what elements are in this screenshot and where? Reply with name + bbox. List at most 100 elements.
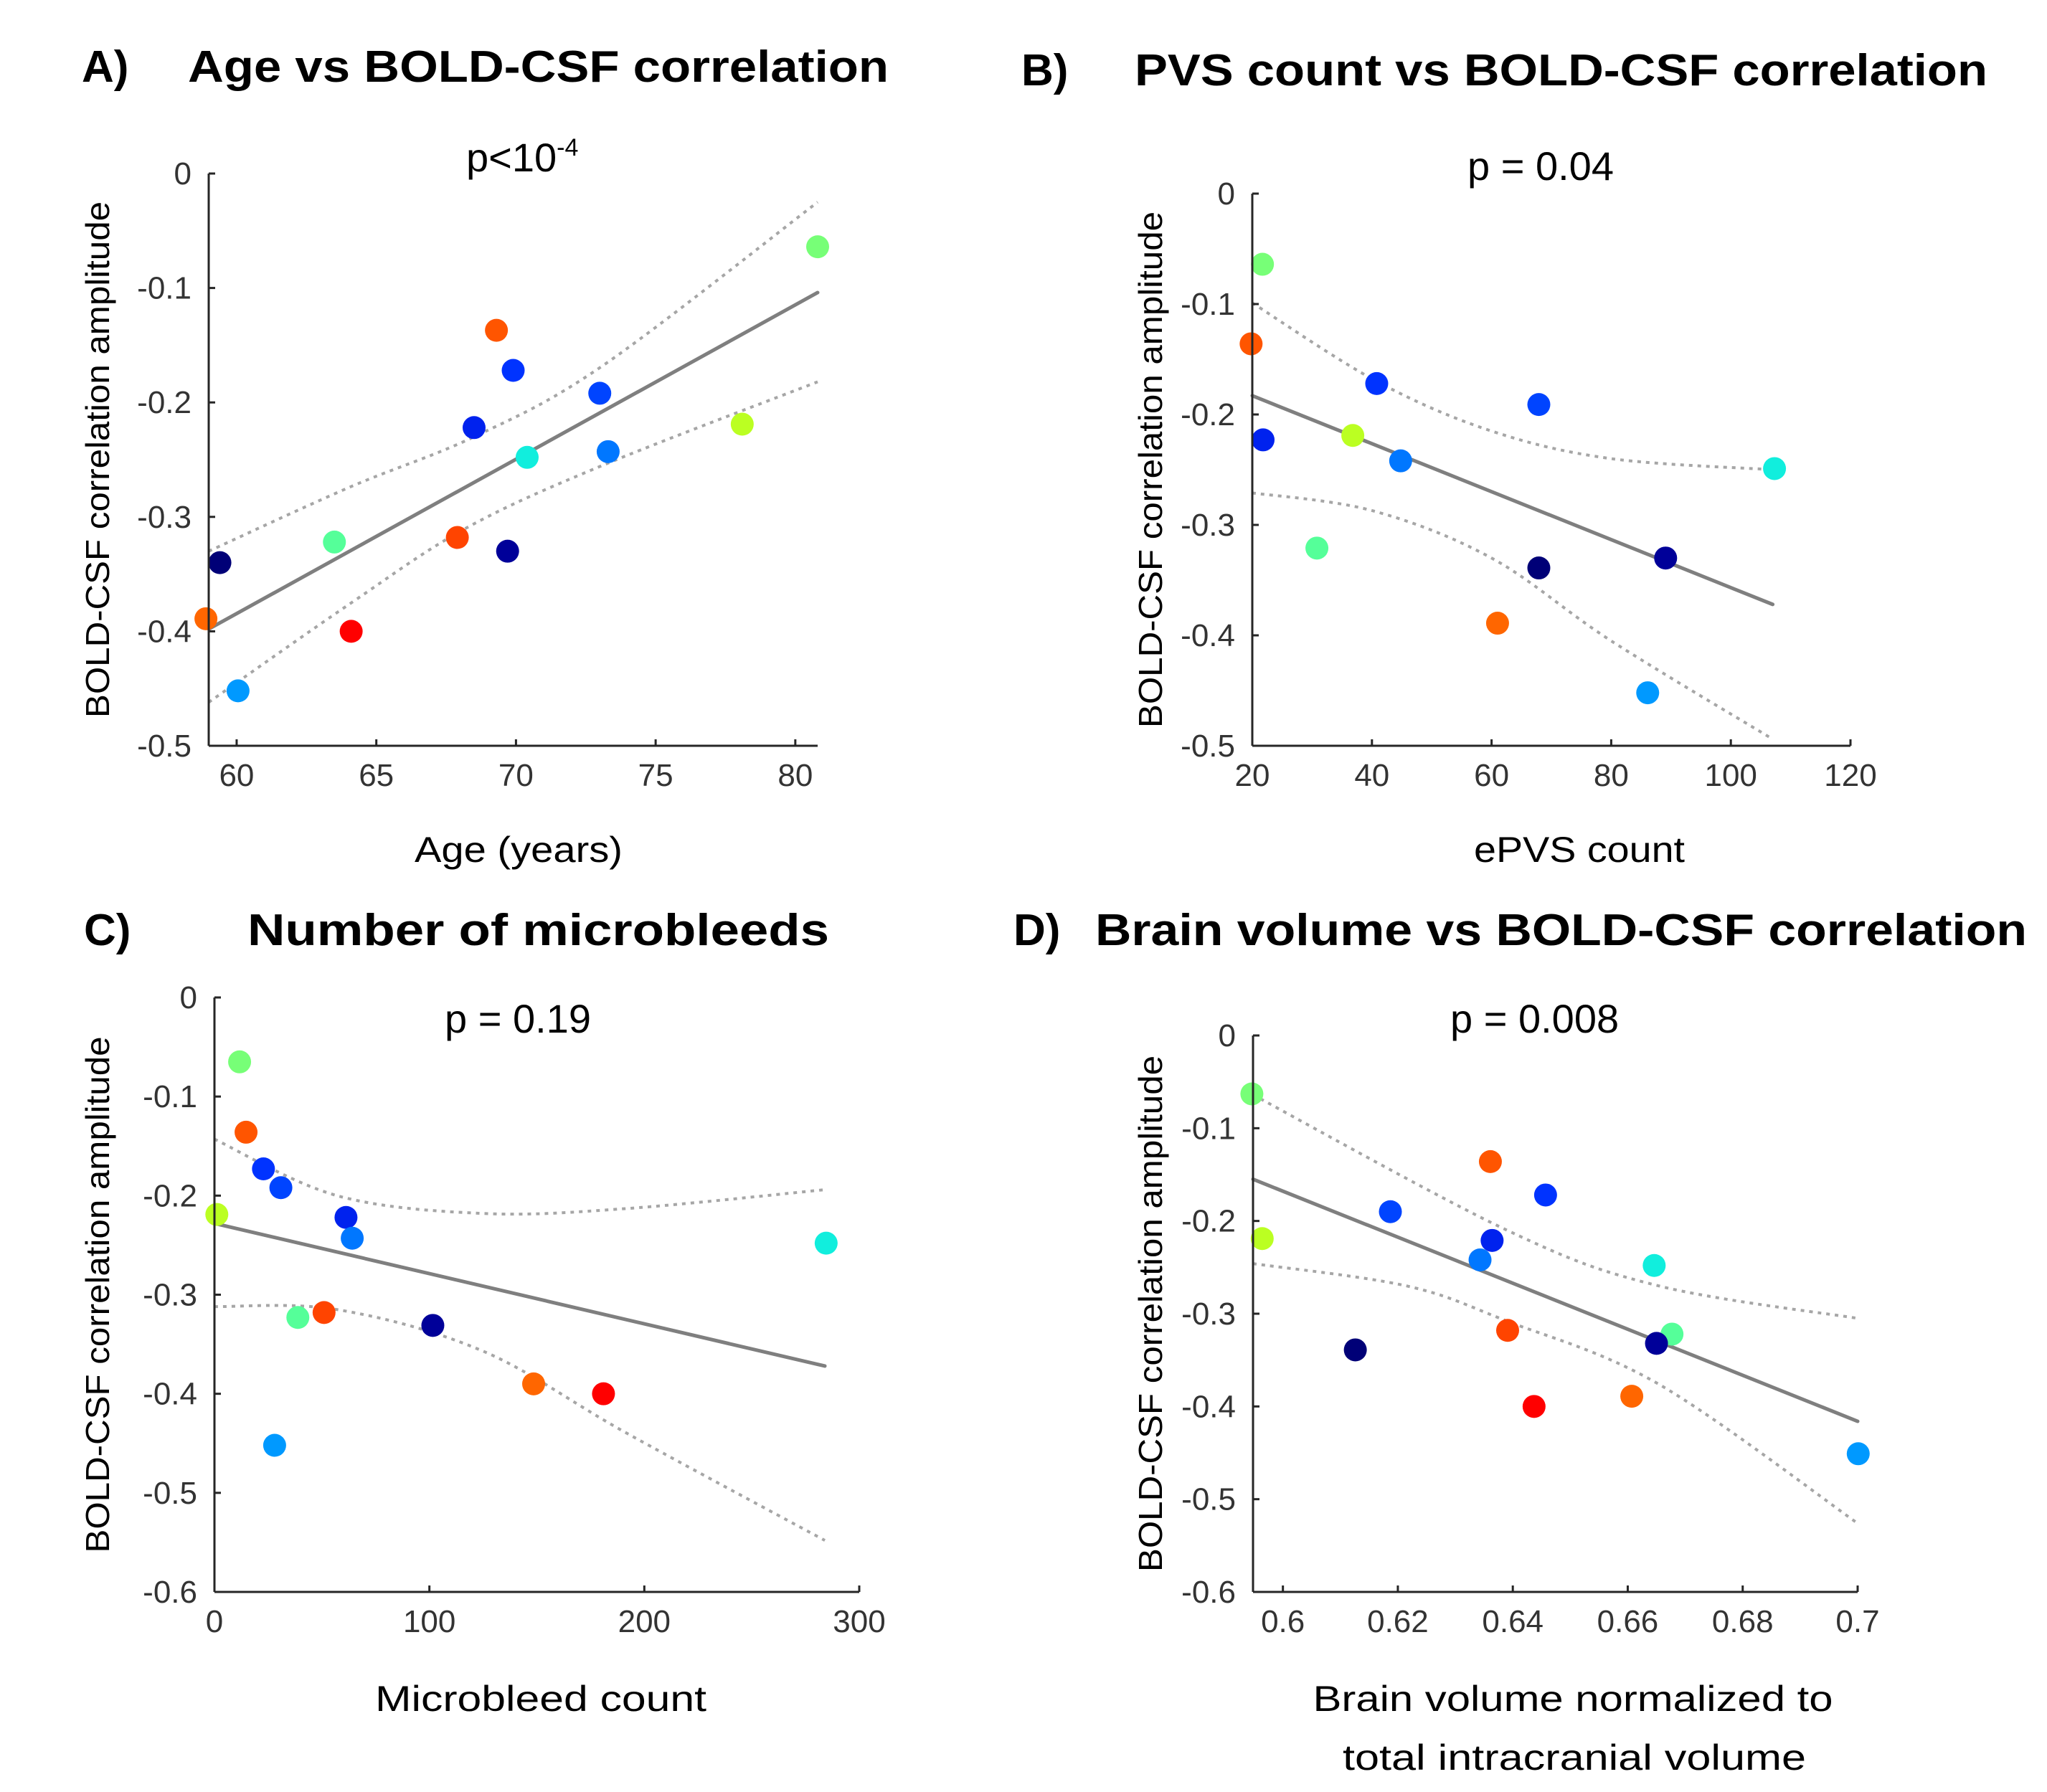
data-point xyxy=(1846,1442,1870,1466)
data-point xyxy=(312,1301,336,1324)
p-value-superscript: -4 xyxy=(557,134,578,161)
data-point xyxy=(1620,1385,1644,1408)
y-tick-label: -0.1 xyxy=(1181,287,1235,322)
regression-line xyxy=(1250,394,1775,607)
data-point xyxy=(522,1372,546,1395)
p-value-annotation: p = 0.04 xyxy=(1467,143,1614,189)
data-point xyxy=(1495,1319,1519,1342)
data-point xyxy=(1533,1183,1557,1207)
p-value-text: p = 0.19 xyxy=(445,996,591,1041)
x-tick-label: 100 xyxy=(403,1604,455,1639)
x-tick-label: 40 xyxy=(1354,758,1389,793)
p-value-annotation: p = 0.008 xyxy=(1450,996,1619,1041)
data-point xyxy=(1240,1082,1264,1106)
data-point xyxy=(1252,428,1275,452)
y-tick-label: -0.3 xyxy=(1181,1296,1236,1332)
data-point xyxy=(1485,612,1509,635)
data-point xyxy=(1763,457,1787,480)
y-tick-label: -0.2 xyxy=(137,385,192,420)
y-tick-label: -0.3 xyxy=(143,1278,197,1313)
x-tick-label: 0.7 xyxy=(1835,1604,1879,1639)
data-point xyxy=(1480,1228,1504,1252)
x-axis-label-line-1: ePVS count xyxy=(1474,830,1685,870)
regression-line xyxy=(1251,1177,1860,1423)
y-axis-label: BOLD-CSF correlation amplitude xyxy=(1132,212,1169,728)
data-point xyxy=(421,1314,445,1337)
data-point xyxy=(1251,252,1275,276)
data-point xyxy=(730,412,754,436)
panel-title: PVS count vs BOLD-CSF correlation xyxy=(1135,46,1987,95)
plot-area: 0 -0.1 -0.2 -0.3 -0.4 -0.520 40 60 80 100 120 xyxy=(1181,176,1877,793)
data-point xyxy=(269,1176,293,1200)
data-point xyxy=(485,318,509,342)
x-tick-label: 0.64 xyxy=(1482,1604,1543,1639)
ci-upper-line xyxy=(1252,1094,1858,1320)
data-point xyxy=(1341,424,1365,447)
x-tick-label: 70 xyxy=(498,758,534,793)
x-axis-label-line-2: total intracranial volume xyxy=(1343,1738,1806,1778)
panel-label: D) xyxy=(1013,906,1060,955)
y-tick-label: -0.6 xyxy=(143,1575,197,1610)
ci-lower-line xyxy=(1252,491,1774,741)
y-tick-label: -0.2 xyxy=(1181,1204,1236,1239)
data-point xyxy=(596,440,620,463)
data-point xyxy=(1379,1200,1402,1223)
plot-area: 0 -0.1 -0.2 -0.3 -0.4 -0.5 60 65 70 75 80 xyxy=(137,156,829,793)
panel-a: A) Age vs BOLD-CSF correlation p<10-4 BO… xyxy=(79,42,889,870)
y-tick-label: -0.3 xyxy=(1181,508,1235,543)
data-point xyxy=(341,1226,364,1250)
x-axis-label-line-1: Microbleed count xyxy=(375,1679,706,1719)
panel-label: C) xyxy=(84,906,131,955)
data-point xyxy=(1645,1332,1668,1355)
x-tick-label: 0.68 xyxy=(1712,1604,1774,1639)
x-axis-label-line-1: Brain volume normalized to xyxy=(1313,1679,1833,1719)
x-tick-label: 300 xyxy=(833,1604,885,1639)
panel-c: C) Number of microbleeds p = 0.19 BOLD-C… xyxy=(79,906,886,1719)
ci-upper-line xyxy=(214,1137,826,1216)
y-tick-label: -0.5 xyxy=(1181,1482,1236,1517)
y-tick-label: -0.5 xyxy=(1181,729,1235,764)
data-point xyxy=(1250,1227,1274,1251)
y-tick-label: -0.5 xyxy=(143,1476,197,1511)
panel-b: B) PVS count vs BOLD-CSF correlation p =… xyxy=(1021,46,1987,870)
data-point xyxy=(592,1382,615,1405)
data-point xyxy=(1654,546,1678,570)
ci-lower-line xyxy=(207,380,818,703)
x-tick-label: 20 xyxy=(1235,758,1270,793)
data-point xyxy=(814,1231,838,1255)
data-point xyxy=(228,1050,252,1073)
data-point xyxy=(235,1120,258,1144)
y-tick-label: -0.3 xyxy=(137,500,192,535)
x-tick-label: 200 xyxy=(618,1604,671,1639)
x-tick-label: 60 xyxy=(1474,758,1509,793)
panel-title: Number of microbleeds xyxy=(247,906,829,955)
data-point xyxy=(1365,371,1389,395)
data-point xyxy=(445,526,469,549)
panel-d: D) Brain volume vs BOLD-CSF correlation … xyxy=(1013,906,2027,1778)
data-point xyxy=(1239,332,1263,356)
panel-label: A) xyxy=(82,42,128,92)
y-tick-label: 0 xyxy=(1218,176,1235,212)
x-tick-label: 0.66 xyxy=(1597,1604,1659,1639)
y-tick-label: -0.4 xyxy=(137,614,192,649)
p-value-text: p<10 xyxy=(466,135,557,180)
data-point xyxy=(1522,1395,1546,1418)
panel-label: B) xyxy=(1021,46,1068,95)
data-point xyxy=(1389,449,1412,473)
data-point xyxy=(339,620,363,643)
y-tick-label: 0 xyxy=(180,980,197,1015)
data-point xyxy=(515,445,539,469)
y-tick-label: -0.4 xyxy=(143,1377,197,1412)
data-point xyxy=(1468,1248,1492,1271)
plot-area: 0 -0.1 -0.2 -0.3 -0.4 -0.5 -0.6 0.6 0.62 0.64 0.66… xyxy=(1181,1018,1879,1639)
data-point xyxy=(501,359,525,382)
y-tick-label: -0.1 xyxy=(143,1079,197,1114)
x-tick-label: 65 xyxy=(359,758,394,793)
x-tick-label: 80 xyxy=(1594,758,1629,793)
panel-title: Brain volume vs BOLD-CSF correlation xyxy=(1095,906,2027,955)
x-tick-label: 80 xyxy=(777,758,813,793)
data-point xyxy=(1527,556,1551,580)
y-tick-label: -0.1 xyxy=(1181,1111,1236,1146)
